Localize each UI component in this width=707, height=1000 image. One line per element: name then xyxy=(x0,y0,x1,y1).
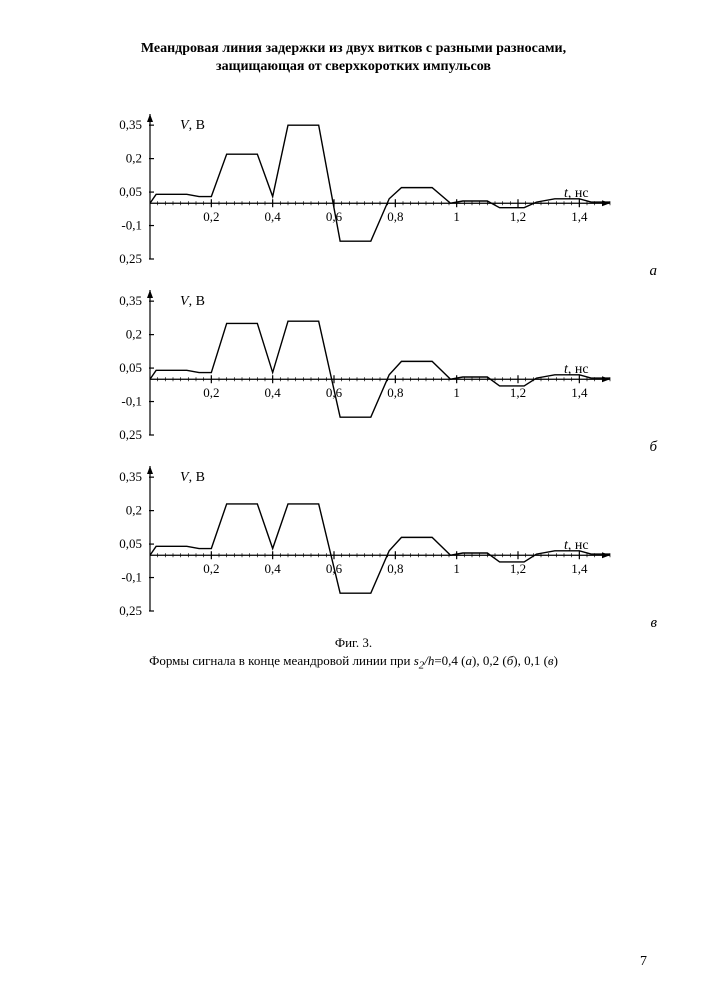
chart-panel-b: 0,25-0,10,050,20,350,20,40,60,811,21,4V,… xyxy=(100,282,647,452)
panel-label-c: в xyxy=(650,615,657,632)
panel-label-a: а xyxy=(650,263,658,280)
svg-text:0,25: 0,25 xyxy=(119,603,142,618)
svg-text:1,4: 1,4 xyxy=(571,210,588,225)
title-line-2: защищающая от сверхкоротких импульсов xyxy=(216,59,491,74)
caption-fig-label: Фиг. 3. xyxy=(335,635,372,650)
svg-text:0,8: 0,8 xyxy=(387,210,403,225)
svg-text:0,05: 0,05 xyxy=(119,536,142,551)
svg-text:0,2: 0,2 xyxy=(203,210,219,225)
svg-text:0,25: 0,25 xyxy=(119,251,142,266)
chart-a: 0,25-0,10,050,20,350,20,40,60,811,21,4V,… xyxy=(100,106,647,276)
svg-text:0,8: 0,8 xyxy=(387,562,403,577)
svg-text:0,35: 0,35 xyxy=(119,470,142,485)
page-title: Меандровая линия задержки из двух витков… xyxy=(60,40,647,76)
svg-text:V, В: V, В xyxy=(180,471,205,486)
title-line-1: Меандровая линия задержки из двух витков… xyxy=(141,41,566,56)
svg-text:0,05: 0,05 xyxy=(119,184,142,199)
figure-caption: Фиг. 3. Формы сигнала в конце меандровой… xyxy=(60,634,647,673)
caption-text-suffix: =0,4 (а), 0,2 (б), 0,1 (в) xyxy=(434,653,558,668)
caption-ratio: s2/h xyxy=(414,653,435,668)
svg-text:0,05: 0,05 xyxy=(119,360,142,375)
svg-text:0,8: 0,8 xyxy=(387,386,403,401)
svg-text:0,4: 0,4 xyxy=(265,210,282,225)
svg-text:0,2: 0,2 xyxy=(126,151,142,166)
svg-text:1,4: 1,4 xyxy=(571,562,588,577)
svg-text:0,2: 0,2 xyxy=(126,503,142,518)
chart-c: 0,25-0,10,050,20,350,20,40,60,811,21,4V,… xyxy=(100,458,647,628)
svg-text:0,35: 0,35 xyxy=(119,118,142,133)
svg-text:1,2: 1,2 xyxy=(510,562,526,577)
svg-text:-0,1: -0,1 xyxy=(121,218,142,233)
svg-text:V, В: V, В xyxy=(180,119,205,134)
panel-label-b: б xyxy=(649,439,657,456)
svg-text:-0,1: -0,1 xyxy=(121,570,142,585)
chart-b: 0,25-0,10,050,20,350,20,40,60,811,21,4V,… xyxy=(100,282,647,452)
svg-text:0,25: 0,25 xyxy=(119,427,142,442)
svg-text:0,2: 0,2 xyxy=(126,327,142,342)
svg-text:1: 1 xyxy=(453,562,460,577)
svg-text:0,35: 0,35 xyxy=(119,294,142,309)
caption-text-prefix: Формы сигнала в конце меандровой линии п… xyxy=(149,653,414,668)
svg-text:0,4: 0,4 xyxy=(265,386,282,401)
chart-panel-c: 0,25-0,10,050,20,350,20,40,60,811,21,4V,… xyxy=(100,458,647,628)
chart-panel-a: 0,25-0,10,050,20,350,20,40,60,811,21,4V,… xyxy=(100,106,647,276)
svg-text:V, В: V, В xyxy=(180,295,205,310)
svg-text:0,2: 0,2 xyxy=(203,386,219,401)
page-number: 7 xyxy=(640,954,647,970)
svg-text:-0,1: -0,1 xyxy=(121,394,142,409)
charts-container: 0,25-0,10,050,20,350,20,40,60,811,21,4V,… xyxy=(100,106,647,628)
svg-text:0,2: 0,2 xyxy=(203,562,219,577)
svg-text:1,2: 1,2 xyxy=(510,210,526,225)
svg-text:1: 1 xyxy=(453,210,460,225)
svg-text:1,4: 1,4 xyxy=(571,386,588,401)
svg-text:1: 1 xyxy=(453,386,460,401)
svg-text:1,2: 1,2 xyxy=(510,386,526,401)
svg-text:0,4: 0,4 xyxy=(265,562,282,577)
